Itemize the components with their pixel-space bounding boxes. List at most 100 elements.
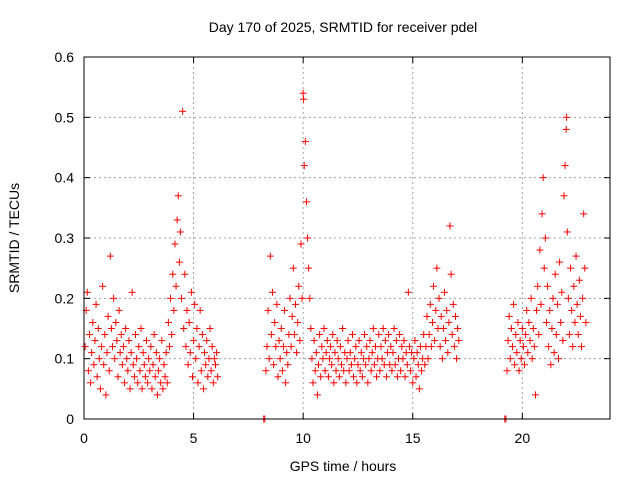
data-point [212,361,219,369]
data-point [537,300,545,308]
data-point [203,337,211,345]
data-point [153,391,161,399]
data-point [89,318,97,326]
data-point [513,349,521,357]
data-point [396,331,404,339]
data-point [544,282,552,290]
data-point [552,331,560,339]
data-point [83,288,91,296]
data-point [421,361,429,369]
y-tick-label: 0.3 [55,230,75,246]
data-point [403,361,411,369]
data-point [168,331,176,339]
data-point [540,264,548,272]
data-point [413,349,421,357]
data-point [542,318,550,326]
data-point [550,349,558,357]
data-point [571,318,579,326]
data-point [167,294,175,302]
chart-title: Day 170 of 2025, SRMTID for receiver pde… [209,19,477,35]
data-point [531,391,539,399]
data-point [310,337,318,345]
y-tick-label: 0.5 [55,109,75,125]
data-point [98,343,106,351]
data-point [573,300,581,308]
data-point [546,306,554,314]
data-point [358,373,366,381]
data-point [580,210,588,218]
data-point [404,288,412,296]
data-point [353,379,361,387]
data-point [418,367,426,375]
data-point [300,162,308,170]
data-point [345,367,353,375]
data-point [194,379,202,387]
data-point [355,337,363,345]
data-point [119,343,127,351]
data-point [538,210,546,218]
data-point [357,349,365,357]
data-point [192,355,200,363]
data-point [518,325,526,332]
data-point [132,331,140,339]
data-point [427,343,435,351]
data-point [553,300,561,308]
data-point [165,343,173,351]
data-point [279,343,287,351]
data-point [516,337,524,345]
data-point [397,367,405,375]
data-point [582,318,590,326]
data-point [161,373,169,381]
y-tick-label: 0.1 [55,351,75,367]
data-point [148,385,156,393]
data-point [391,361,399,369]
data-point [126,385,134,393]
data-point [106,252,114,260]
data-point [198,331,206,339]
data-point [302,198,310,206]
data-point [85,331,93,339]
data-point [536,246,544,254]
data-point [529,325,537,332]
data-point [388,367,396,375]
data-point [441,288,449,296]
data-point [283,349,291,357]
data-point [115,306,123,314]
data-point [410,355,418,363]
data-point [381,337,389,345]
data-point [423,312,431,320]
data-point [262,367,270,375]
data-point [363,343,371,351]
data-point [534,282,542,290]
data-point [449,300,457,308]
data-point [369,325,377,332]
data-point [178,294,186,302]
data-point [293,349,301,357]
data-point [560,192,568,200]
data-point [325,355,333,363]
data-point [346,349,354,357]
data-point [362,361,370,369]
data-point [113,337,121,345]
data-point [510,300,518,308]
data-point [398,343,406,351]
data-point [506,355,514,363]
data-point [277,325,285,332]
data-point [563,228,571,236]
data-point [305,264,313,272]
data-point [519,343,527,351]
data-point [149,361,157,369]
x-axis-label: GPS time / hours [290,458,397,474]
data-point [171,240,179,248]
data-point [317,373,325,381]
data-point [190,337,198,345]
data-point [96,385,104,393]
data-point [503,367,511,375]
data-point [321,367,329,375]
data-point [365,355,373,363]
data-point [155,367,163,375]
data-point [141,373,149,381]
data-point [312,349,320,357]
data-point [437,312,445,320]
data-point [368,349,376,357]
